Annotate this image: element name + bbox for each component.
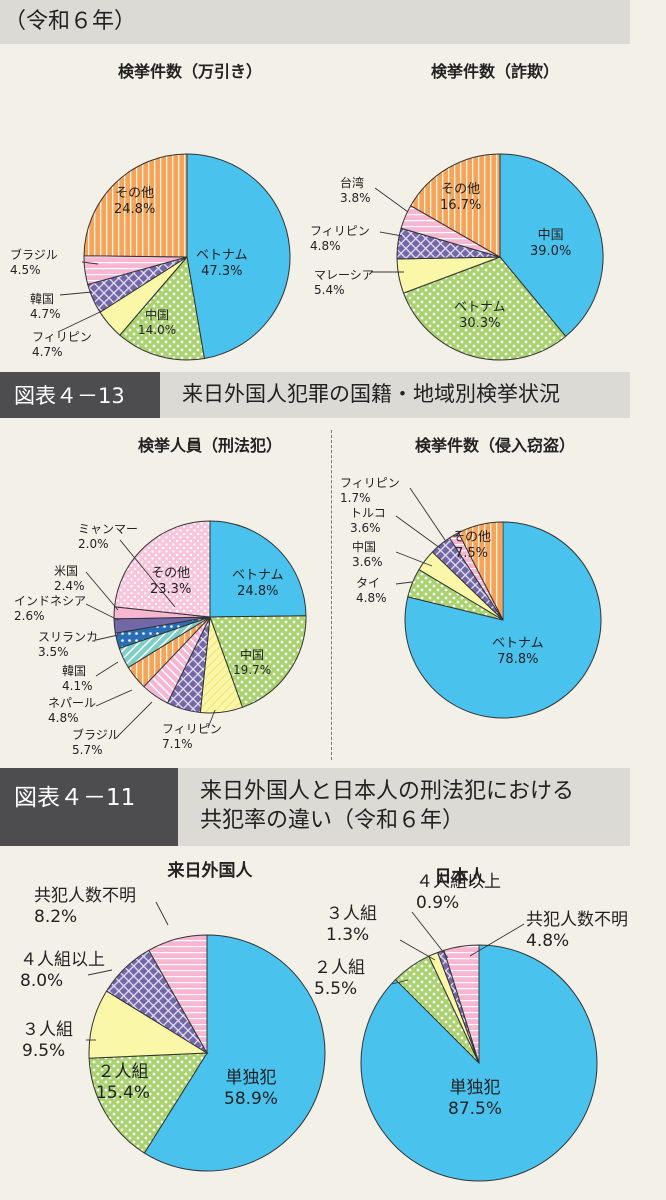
label-shinnyu-philippines: フィリピン 1.7% <box>340 476 400 505</box>
leader-line-8 <box>85 603 119 621</box>
label-nihonjin-two: ２人組 5.5% <box>314 958 365 999</box>
leader-line-14 <box>409 487 446 541</box>
label-manbiki-other: その他 24.8% <box>114 186 156 217</box>
pie-slice-shinnyu-0 <box>404 521 602 719</box>
label-keihou-srilanka: スリランカ 3.5% <box>38 630 99 659</box>
label-sagi-vietnam: ベトナム 30.3% <box>454 300 506 331</box>
pie-slice-sagi-1 <box>402 256 567 361</box>
leader-line-6 <box>119 539 176 608</box>
label-keihou-indonesia: インドネシア 2.6% <box>14 594 87 623</box>
leader-line-22 <box>391 979 409 985</box>
label-sagi-malaysia: マレーシア 5.4% <box>314 268 374 297</box>
pie-slice-rainichi-4 <box>148 934 208 1055</box>
label-sagi-philippines: フィリピン 4.8% <box>310 224 370 253</box>
pie-slice-keihou-10 <box>113 520 211 618</box>
label-manbiki-brazil: ブラジル 4.5% <box>10 248 58 277</box>
pie-slice-manbiki-1 <box>119 255 205 361</box>
figure-4-11-title-line2: 共犯率の違い（令和６年） <box>200 808 465 833</box>
label-sagi-taiwan: 台湾 3.8% <box>340 176 371 205</box>
label-nihonjin-three: ３人組 1.3% <box>326 904 377 945</box>
chart-title-manbiki: 検挙件数（万引き） <box>117 62 262 81</box>
figure-4-11-title-line1: 来日外国人と日本人の刑法犯における <box>200 779 575 805</box>
label-nihonjin-four: ４人組以上 0.9% <box>416 872 501 913</box>
label-keihou-korea: 韓国 4.1% <box>62 664 93 693</box>
leader-line-7 <box>85 571 119 611</box>
label-nihonjin-single: 単独犯 87.5% <box>448 1078 503 1119</box>
label-rainichi-unknown: 共犯人数不明 8.2% <box>34 886 136 927</box>
figure-4-13-tag: 図表４－13 <box>0 372 160 418</box>
pie-slice-manbiki-0 <box>186 153 291 360</box>
label-rainichi-two: ２人組 15.4% <box>96 1062 151 1103</box>
leader-line-21 <box>399 939 436 961</box>
label-keihou-nepal: ネパール 4.8% <box>48 696 97 725</box>
leader-line-17 <box>395 581 413 585</box>
label-rainichi-three: ３人組 9.5% <box>22 1020 73 1061</box>
leader-line-0 <box>81 261 99 265</box>
figure-4-13-header: 図表４－13 来日外国人犯罪の国籍・地域別検挙状況 <box>0 372 630 418</box>
label-manbiki-vietnam: ベトナム 47.3% <box>196 248 248 279</box>
chart-title-rainichi: 来日外国人 <box>167 861 253 881</box>
year-header: （令和６年） <box>0 0 630 44</box>
chart-title-sagi: 検挙件数（詐欺） <box>430 62 559 81</box>
label-shinnyu-china: 中国 3.6% <box>352 540 383 569</box>
leader-line-9 <box>95 634 119 641</box>
chart-title-nihonjin: 日本人 <box>434 867 486 887</box>
label-keihou-brazil: ブラジル 5.7% <box>72 728 120 757</box>
leader-line-12 <box>117 701 153 737</box>
pie-slice-sagi-0 <box>499 153 604 338</box>
pie-slice-rainichi-1 <box>88 1052 208 1154</box>
figure-4-11-tag: 図表４－11 <box>0 768 178 846</box>
pie-slice-manbiki-5 <box>83 153 188 258</box>
pie-slice-shinnyu-5 <box>457 521 504 621</box>
label-manbiki-korea: 韓国 4.7% <box>30 292 61 321</box>
chart-title-keihou: 検挙人員（刑法犯） <box>137 436 282 455</box>
leader-line-19 <box>87 969 113 976</box>
label-manbiki-philippines: フィリピン 4.7% <box>32 330 92 359</box>
label-keihou-myanmar: ミャンマー 2.0% <box>78 522 139 551</box>
chart-title-shinnyu: 検挙件数（侵入窃盗） <box>414 436 575 455</box>
label-shinnyu-thai: タイ 4.8% <box>356 576 387 605</box>
leader-line-18 <box>155 901 169 926</box>
label-sagi-other: その他 16.7% <box>440 182 482 213</box>
label-rainichi-single: 単独犯 58.9% <box>224 1068 279 1109</box>
label-shinnyu-turkey: トルコ 3.6% <box>350 506 386 535</box>
label-shinnyu-other: その他 7.5% <box>452 530 492 561</box>
section-divider <box>331 430 332 760</box>
leader-line-11 <box>95 689 133 707</box>
label-keihou-china: 中国 19.7% <box>233 648 272 677</box>
label-shinnyu-vietnam: ベトナム 78.8% <box>492 636 544 667</box>
label-nihonjin-unknown: 共犯人数不明 4.8% <box>526 910 628 951</box>
leader-line-10 <box>95 661 119 677</box>
leader-line-16 <box>395 551 433 567</box>
figure-4-11-header: 図表４－11 来日外国人と日本人の刑法犯における 共犯率の違い（令和６年） <box>0 768 630 846</box>
leader-line-24 <box>469 923 525 957</box>
label-keihou-other: その他 23.3% <box>150 566 192 597</box>
label-keihou-vietnam: ベトナム 24.8% <box>232 568 284 599</box>
leader-line-23 <box>411 911 449 959</box>
pie-slice-sagi-5 <box>410 153 501 258</box>
pie-slice-rainichi-0 <box>143 934 326 1172</box>
pie-slice-keihou-1 <box>209 615 307 708</box>
leader-line-4 <box>379 231 403 237</box>
label-rainichi-four: ４人組以上 8.0% <box>20 950 105 991</box>
leader-line-15 <box>395 515 441 549</box>
label-manbiki-china: 中国 14.0% <box>138 308 177 337</box>
pie-slice-nihonjin-4 <box>443 944 480 1064</box>
figure-4-11-title: 来日外国人と日本人の刑法犯における 共犯率の違い（令和６年） <box>178 768 630 846</box>
pie-slice-keihou-0 <box>209 520 307 618</box>
leader-line-2 <box>57 311 101 333</box>
figure-4-13-title: 来日外国人犯罪の国籍・地域別検挙状況 <box>160 372 630 418</box>
label-keihou-philippines: フィリピン 7.1% <box>162 722 222 751</box>
label-sagi-china: 中国 39.0% <box>530 228 572 259</box>
label-keihou-usa: 米国 2.4% <box>54 564 85 593</box>
leader-line-13 <box>207 709 216 729</box>
leader-line-3 <box>374 187 409 213</box>
leader-line-1 <box>59 291 93 296</box>
